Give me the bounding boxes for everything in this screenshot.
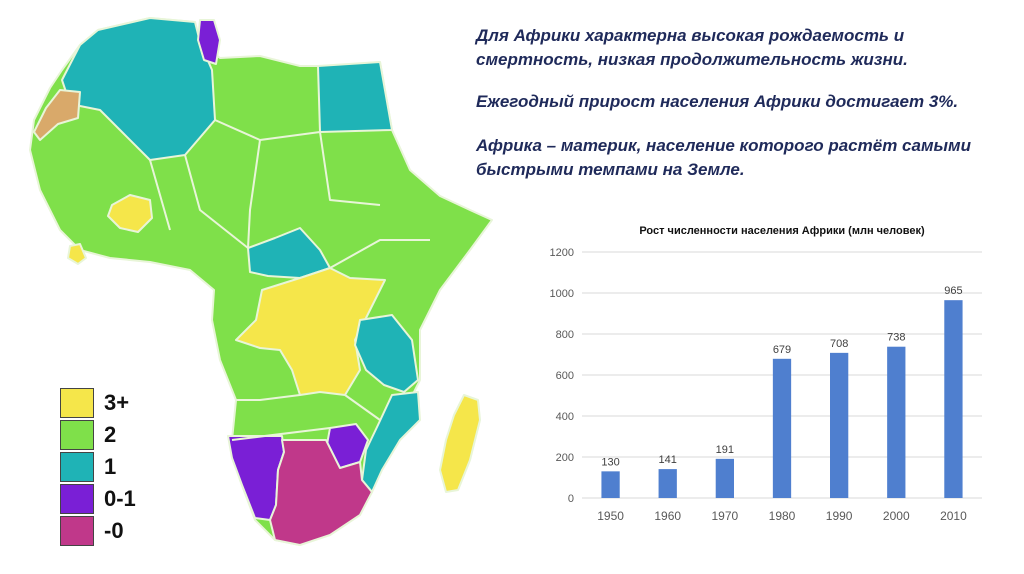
chart-svg: Рост численности населения Африки (млн ч… <box>550 225 982 523</box>
map-region-maghreb <box>61 17 216 161</box>
text-fastest-growth: Африка – материк, население которого рас… <box>476 136 971 179</box>
map-region-west-yellow-2 <box>67 243 87 265</box>
legend-item: 0-1 <box>60 484 170 514</box>
data-label: 965 <box>944 285 962 297</box>
x-tick-label: 2000 <box>883 509 910 523</box>
y-tick-label: 200 <box>556 452 574 464</box>
map-region-mozambique <box>361 391 421 493</box>
data-label: 679 <box>773 344 791 356</box>
map-region-west-yellow <box>107 194 153 233</box>
y-tick-label: 1000 <box>550 288 574 300</box>
map-region-egypt <box>317 61 393 133</box>
y-tick-label: 400 <box>556 411 574 423</box>
data-label: 708 <box>830 338 848 350</box>
data-label: 738 <box>887 332 905 344</box>
y-tick-label: 600 <box>556 370 574 382</box>
bar <box>658 469 677 498</box>
population-bar-chart: Рост численности населения Африки (млн ч… <box>520 218 1000 538</box>
africa-population-growth-map <box>0 0 510 574</box>
legend-item: 3+ <box>60 388 170 418</box>
map-region-madagascar <box>439 394 481 493</box>
legend-label: 1 <box>104 454 117 479</box>
data-label: 191 <box>716 444 734 456</box>
legend-label: -0 <box>104 518 124 543</box>
legend-label: 2 <box>104 422 117 447</box>
x-tick-label: 1980 <box>769 509 796 523</box>
legend-swatch <box>60 452 94 482</box>
map-border-lines <box>149 119 430 441</box>
chart-title: Рост численности населения Африки (млн ч… <box>639 225 925 237</box>
text-annual-growth: Ежегодный прирост населения Африки дости… <box>476 92 959 111</box>
map-region-western-sahara <box>33 89 81 141</box>
y-tick-label: 0 <box>568 493 574 505</box>
x-tick-label: 2010 <box>940 509 967 523</box>
bar <box>601 471 620 498</box>
legend-item: 2 <box>60 420 170 450</box>
legend-label: 0-1 <box>104 486 136 511</box>
map-region-east-teal <box>354 314 419 393</box>
legend-swatch <box>60 420 94 450</box>
africa-map-svg <box>29 17 493 546</box>
map-region-tunisia <box>197 19 221 65</box>
bar <box>830 352 849 498</box>
data-label: 141 <box>659 454 677 466</box>
legend-swatch <box>60 484 94 514</box>
legend-item: -0 <box>60 516 170 546</box>
legend-item: 1 <box>60 452 170 482</box>
legend-label: 3+ <box>104 390 130 415</box>
x-tick-label: 1960 <box>654 509 681 523</box>
x-tick-label: 1990 <box>826 509 853 523</box>
y-tick-label: 1200 <box>550 247 574 259</box>
map-region-south-africa <box>269 439 373 546</box>
data-label: 130 <box>601 456 619 468</box>
bar <box>715 458 734 498</box>
x-tick-label: 1950 <box>597 509 624 523</box>
x-tick-label: 1970 <box>712 509 739 523</box>
bar <box>772 358 792 498</box>
text-fertility: Для Африки характерна высокая рождаемост… <box>476 26 908 69</box>
y-tick-label: 800 <box>556 329 574 341</box>
bar <box>887 346 906 498</box>
legend-swatch <box>60 516 94 546</box>
map-legend: 3+ 2 1 0-1 -0 <box>60 388 170 548</box>
legend-swatch <box>60 388 94 418</box>
bar <box>944 300 963 498</box>
